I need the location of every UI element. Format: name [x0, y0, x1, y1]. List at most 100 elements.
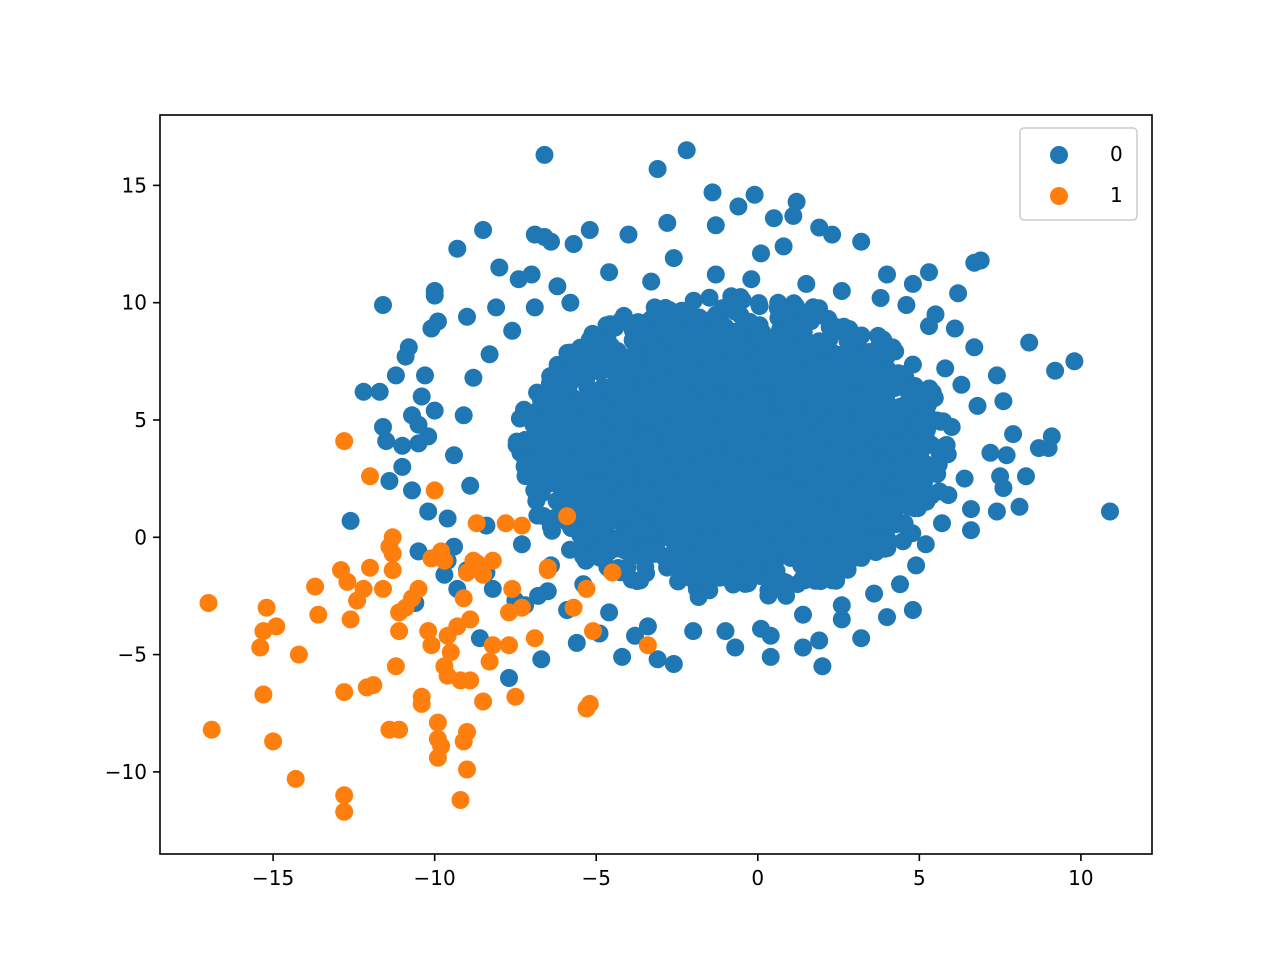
point-series-1: [335, 683, 354, 702]
point-series-0: [891, 575, 909, 594]
point-series-0: [875, 433, 894, 452]
point-series-1: [564, 598, 583, 617]
point-series-1: [454, 589, 473, 608]
point-series-1: [354, 579, 373, 598]
point-series-0: [844, 392, 862, 410]
y-tick-label: 0: [134, 525, 147, 549]
point-series-0: [659, 313, 678, 332]
point-series-0: [903, 601, 922, 619]
point-series-0: [642, 272, 661, 291]
point-series-0: [642, 388, 661, 407]
point-series-0: [777, 586, 796, 605]
point-series-0: [716, 516, 735, 535]
point-series-0: [698, 494, 717, 513]
point-series-0: [669, 572, 688, 591]
point-series-0: [784, 294, 803, 313]
point-series-0: [693, 435, 712, 454]
point-series-0: [668, 555, 687, 574]
point-series-0: [997, 446, 1016, 465]
point-series-0: [658, 213, 677, 232]
point-series-0: [878, 265, 896, 284]
point-series-0: [728, 495, 747, 514]
point-series-0: [994, 392, 1013, 411]
point-series-0: [399, 338, 418, 357]
point-series-0: [815, 500, 834, 519]
point-series-1: [461, 610, 480, 629]
point-series-0: [716, 359, 735, 378]
point-series-0: [917, 420, 936, 439]
point-series-0: [516, 431, 535, 449]
point-series-0: [643, 339, 662, 358]
point-series-0: [903, 355, 922, 374]
point-series-0: [673, 444, 692, 463]
y-tick-label: 15: [122, 173, 147, 197]
point-series-0: [524, 416, 543, 434]
point-series-0: [403, 481, 421, 500]
point-series-0: [628, 572, 647, 590]
point-series-1: [335, 802, 354, 821]
x-tick-label: −10: [414, 866, 456, 890]
point-series-0: [600, 603, 619, 622]
point-series-0: [698, 532, 717, 551]
point-series-0: [749, 294, 768, 313]
point-series-0: [730, 366, 749, 385]
x-tick-label: 0: [751, 866, 764, 890]
point-series-0: [700, 288, 719, 307]
point-series-1: [341, 610, 360, 629]
point-series-1: [500, 636, 518, 655]
point-series-1: [374, 579, 392, 598]
point-series-0: [512, 535, 531, 554]
point-series-1: [251, 638, 270, 657]
point-series-0: [341, 511, 360, 530]
point-series-0: [987, 502, 1006, 521]
point-series-1: [467, 514, 486, 533]
point-series-1: [525, 629, 544, 648]
point-series-0: [664, 655, 683, 673]
point-series-0: [691, 558, 710, 577]
point-series-0: [810, 553, 829, 572]
point-series-0: [713, 396, 731, 415]
point-series-1: [435, 551, 454, 570]
point-series-0: [510, 409, 529, 428]
point-series-0: [370, 382, 389, 401]
point-series-0: [458, 307, 476, 326]
point-series-0: [788, 320, 807, 339]
point-series-0: [945, 319, 964, 338]
point-series-0: [716, 622, 735, 641]
point-series-0: [578, 426, 597, 445]
point-series-0: [696, 404, 715, 423]
point-series-0: [804, 298, 823, 317]
point-series-0: [832, 282, 851, 300]
point-series-0: [412, 387, 431, 406]
point-series-1: [512, 598, 531, 617]
point-series-0: [782, 340, 801, 359]
point-series-0: [832, 610, 851, 629]
point-series-0: [968, 396, 987, 415]
point-series-0: [918, 406, 937, 425]
point-series-0: [628, 399, 647, 418]
point-series-1: [335, 786, 354, 805]
series-1: [199, 432, 657, 821]
point-series-0: [894, 532, 912, 551]
point-series-1: [390, 622, 409, 641]
point-series-1: [425, 481, 444, 500]
point-series-0: [832, 450, 851, 469]
point-series-0: [898, 381, 917, 400]
point-series-1: [286, 769, 305, 788]
point-series-0: [665, 533, 684, 552]
x-axis: −15 −10 −5 0 5 10: [252, 854, 1094, 890]
point-series-0: [425, 401, 444, 420]
point-series-0: [664, 249, 683, 268]
point-series-0: [598, 347, 617, 366]
legend-marker-series-1: [1050, 187, 1068, 205]
point-series-0: [905, 499, 924, 518]
point-series-0: [750, 390, 769, 409]
point-series-0: [648, 650, 667, 669]
point-series-1: [458, 760, 476, 779]
x-tick-label: −5: [581, 866, 610, 890]
legend-box: [1019, 127, 1138, 221]
point-series-0: [751, 526, 770, 545]
point-series-0: [939, 486, 958, 505]
point-series-0: [608, 457, 627, 476]
